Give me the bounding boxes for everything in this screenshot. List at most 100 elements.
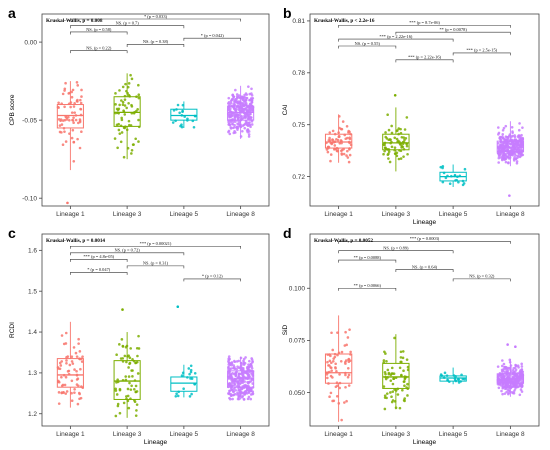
data-point — [188, 372, 191, 376]
x-tick-label: Lineage 8 — [226, 431, 255, 438]
data-point — [130, 152, 133, 155]
x-axis-label: Lineage — [413, 439, 437, 446]
data-point — [347, 160, 351, 164]
comparison-label: NS. (p = 0.38) — [143, 39, 169, 44]
comparison-bracket — [126, 265, 185, 269]
data-point — [231, 122, 234, 126]
data-point — [250, 367, 254, 370]
data-point — [513, 134, 516, 137]
outlier-point — [393, 93, 397, 97]
data-point — [227, 96, 231, 100]
data-point — [327, 364, 330, 367]
comparison-bracket — [70, 31, 128, 35]
data-point — [518, 122, 521, 125]
comparison-bracket — [70, 252, 185, 256]
data-point — [233, 130, 236, 133]
data-point — [240, 395, 244, 399]
data-point — [344, 330, 347, 334]
data-point — [135, 346, 139, 350]
data-point — [137, 118, 140, 122]
data-point — [398, 406, 402, 410]
comparison-label: NS. (p = 0.58) — [86, 27, 112, 32]
data-point — [126, 387, 130, 391]
data-point — [246, 397, 250, 401]
data-point — [453, 173, 457, 177]
data-point — [399, 157, 403, 160]
data-point — [521, 126, 524, 129]
x-tick-label: Lineage 3 — [382, 431, 411, 438]
data-point — [251, 392, 254, 396]
data-point — [235, 95, 239, 98]
data-point — [189, 364, 193, 368]
data-point — [387, 157, 390, 160]
panel-letter: d — [283, 225, 292, 241]
data-point — [497, 126, 500, 129]
data-point — [70, 379, 74, 383]
x-tick-label: Lineage 3 — [113, 431, 142, 438]
comparison-bracket — [452, 278, 511, 282]
data-point — [390, 366, 394, 370]
data-point — [228, 389, 231, 393]
y-tick-label: 0.075 — [289, 338, 306, 345]
comparison-label: ** (p = 0.0088) — [354, 255, 382, 260]
data-point — [117, 122, 120, 126]
data-point — [124, 82, 127, 86]
data-point — [328, 359, 332, 363]
data-point — [509, 142, 512, 146]
data-point — [242, 398, 246, 401]
points-lineage-1 — [324, 328, 352, 422]
data-point — [130, 77, 134, 81]
data-point — [75, 99, 79, 103]
data-point — [393, 136, 397, 140]
y-tick-label: 0.050 — [289, 390, 306, 397]
data-point — [64, 375, 68, 379]
data-point — [249, 387, 252, 390]
data-point — [344, 360, 347, 364]
data-point — [335, 394, 339, 398]
data-point — [237, 397, 241, 401]
data-point — [116, 404, 120, 408]
data-point — [241, 109, 245, 113]
data-point — [496, 365, 500, 368]
data-point — [519, 135, 522, 138]
data-point — [232, 372, 236, 376]
data-point — [58, 124, 62, 127]
y-tick-label: 1.6 — [28, 248, 37, 255]
data-point — [126, 85, 130, 89]
comparison-label: * (p = 0.042) — [201, 33, 225, 38]
data-point — [129, 73, 132, 77]
comparison-bracket — [338, 38, 454, 42]
data-point — [72, 160, 76, 163]
data-point — [233, 108, 237, 111]
data-point — [70, 90, 74, 94]
data-point — [243, 95, 246, 99]
data-point — [80, 360, 84, 363]
data-point — [505, 390, 508, 394]
test-label: Kruskal-Wallis, p = 0.008 — [46, 18, 103, 24]
data-point — [384, 135, 388, 139]
data-point — [391, 390, 395, 393]
data-point — [510, 126, 514, 129]
data-point — [232, 393, 235, 397]
data-point — [519, 369, 522, 372]
data-point — [448, 182, 452, 186]
data-point — [232, 120, 235, 124]
data-point — [441, 180, 445, 184]
data-point — [127, 406, 131, 410]
data-point — [128, 362, 131, 366]
data-point — [234, 388, 238, 392]
data-point — [242, 123, 246, 127]
data-point — [497, 133, 500, 136]
data-point — [391, 382, 395, 386]
data-point — [128, 356, 132, 359]
data-point — [343, 401, 346, 404]
data-point — [243, 115, 247, 119]
data-point — [504, 154, 507, 158]
data-point — [514, 368, 518, 372]
data-point — [76, 137, 79, 141]
data-point — [123, 113, 127, 116]
data-point — [235, 93, 239, 96]
x-tick-label: Lineage 5 — [170, 431, 199, 438]
data-point — [504, 385, 508, 389]
data-point — [239, 135, 243, 138]
